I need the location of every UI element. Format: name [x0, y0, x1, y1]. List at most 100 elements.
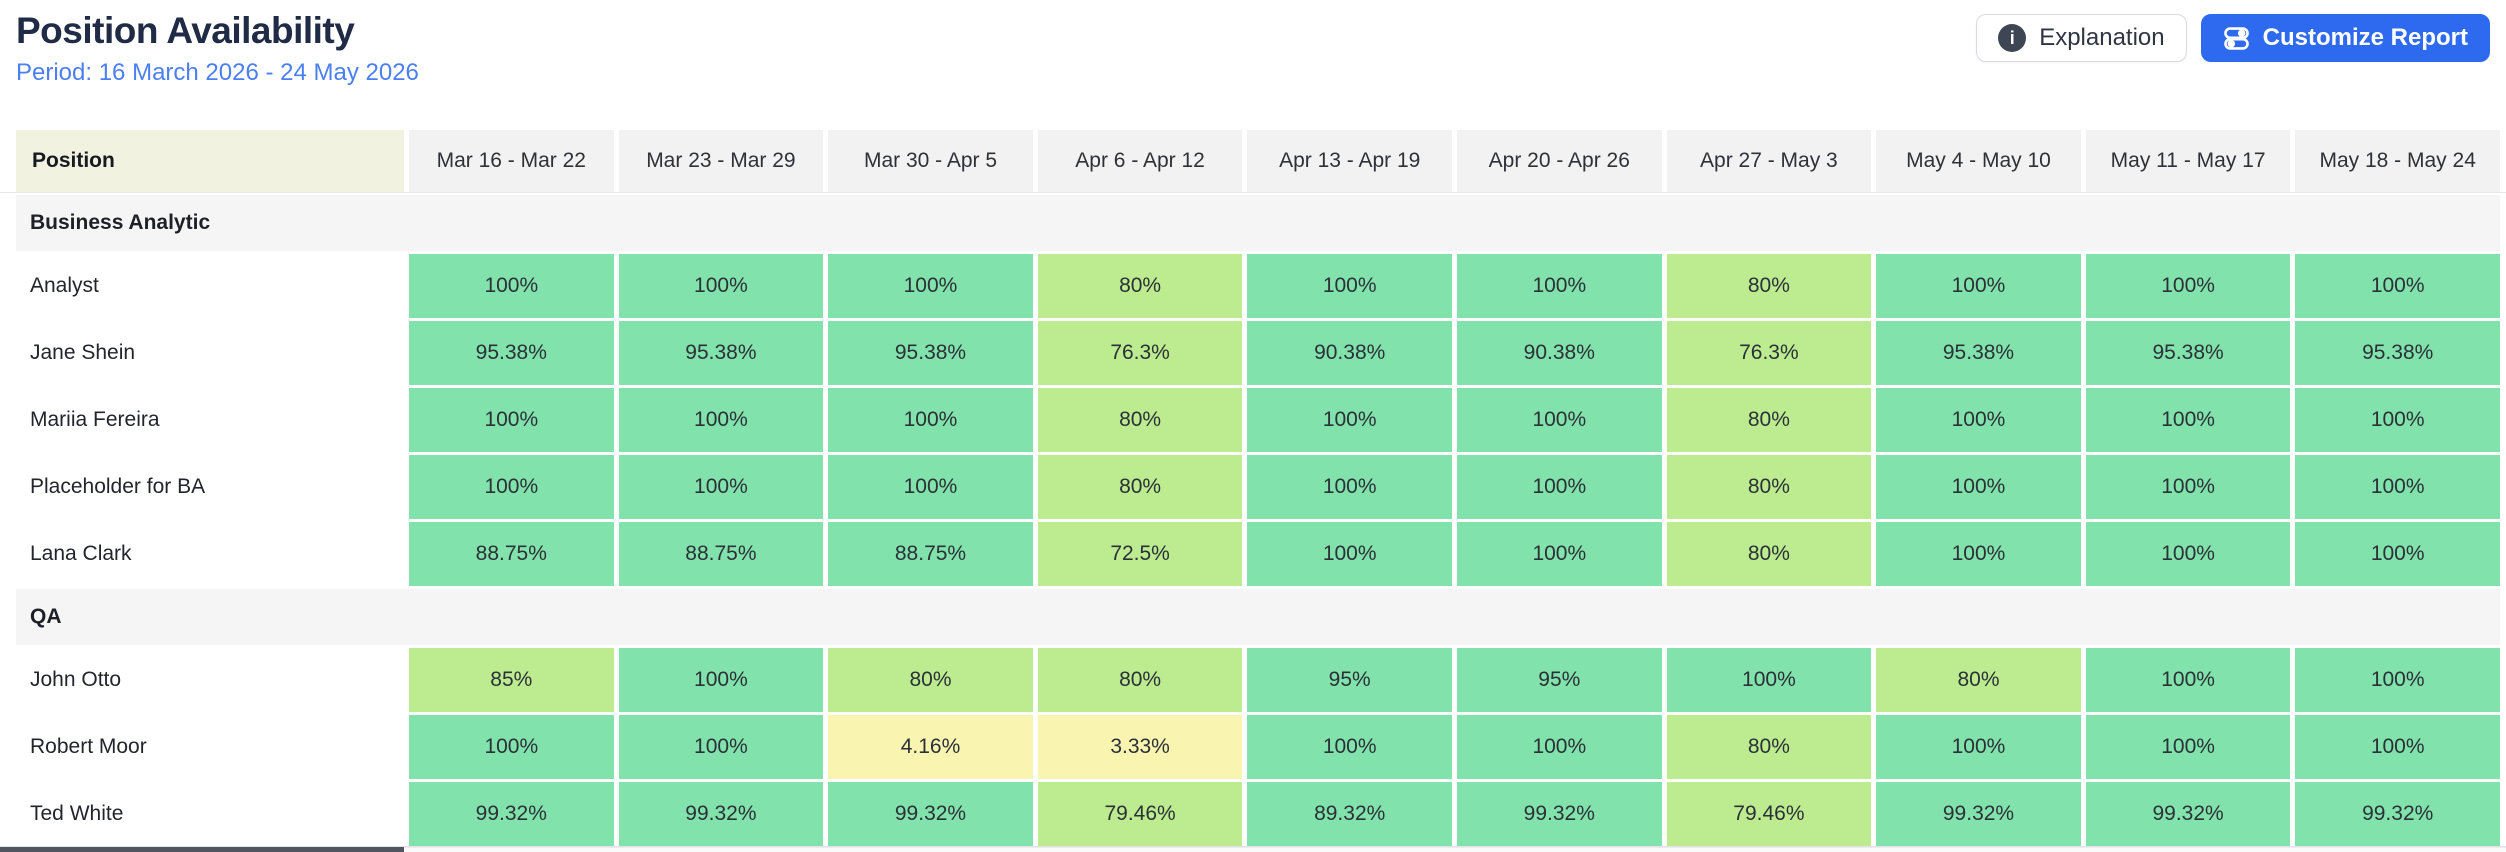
availability-cell: 89.32%	[1247, 782, 1452, 846]
availability-cell: 100%	[1247, 388, 1452, 452]
availability-cell: 80%	[1666, 388, 1872, 452]
table-row: Placeholder for BA 100% 100% 100% 80% 100% 100…	[16, 455, 2500, 519]
info-circle-icon: i	[1998, 24, 2027, 52]
availability-cell: 80%	[1876, 648, 2081, 712]
availability-cell: 100%	[828, 388, 1033, 452]
header-divider	[0, 192, 2506, 193]
availability-cell: 95.38%	[409, 321, 614, 385]
availability-cell: 100%	[2295, 254, 2500, 318]
availability-cell: 100%	[1247, 522, 1452, 586]
table-row: Mariia Fereira 100% 100% 100% 80% 100% 100% 80%…	[16, 388, 2500, 452]
availability-cell: 4.16%	[828, 715, 1033, 779]
row-name: Mariia Fereira	[16, 388, 404, 452]
group-label: Business Analytic	[30, 211, 211, 234]
availability-cell: 99.32%	[409, 782, 614, 846]
availability-cell: 90.38%	[1457, 321, 1662, 385]
availability-cell: 80%	[1037, 455, 1243, 519]
availability-cell: 100%	[618, 388, 824, 452]
availability-cell: 100%	[409, 388, 614, 452]
horizontal-scrollbar[interactable]	[0, 847, 2506, 852]
availability-cell: 80%	[1666, 254, 1872, 318]
availability-cell: 88.75%	[409, 522, 614, 586]
availability-cell: 99.32%	[1457, 782, 1662, 846]
availability-cell: 80%	[1037, 388, 1243, 452]
customize-report-button[interactable]: Customize Report	[2200, 14, 2490, 62]
row-name: John Otto	[16, 648, 404, 712]
availability-cell: 76.3%	[1037, 321, 1243, 385]
group-label: QA	[30, 605, 62, 628]
availability-cell: 99.32%	[2085, 782, 2291, 846]
week-header-cell: Apr 27 - May 3	[1666, 130, 1872, 192]
week-header-cell: May 18 - May 24	[2295, 130, 2500, 192]
explanation-button-label: Explanation	[2039, 24, 2165, 51]
availability-cell: 80%	[1666, 715, 1872, 779]
row-name: Robert Moor	[16, 715, 404, 779]
availability-cell: 80%	[1666, 522, 1872, 586]
week-header-cell: Apr 6 - Apr 12	[1037, 130, 1243, 192]
row-name: Ted White	[16, 782, 404, 846]
availability-cell: 100%	[2085, 254, 2291, 318]
week-header-cell: Apr 20 - Apr 26	[1457, 130, 1662, 192]
availability-cell: 95.38%	[828, 321, 1033, 385]
availability-cell: 100%	[828, 254, 1033, 318]
row-name: Analyst	[16, 254, 404, 318]
top-bar: Position Availability Period: 16 March 2…	[0, 0, 2506, 130]
availability-cell: 100%	[618, 254, 824, 318]
availability-cell: 100%	[1876, 455, 2081, 519]
scrollbar-thumb[interactable]	[0, 847, 404, 852]
availability-cell: 100%	[2085, 455, 2291, 519]
availability-cell: 100%	[1247, 254, 1452, 318]
availability-cell: 72.5%	[1037, 522, 1243, 586]
table-row: Jane Shein 95.38% 95.38% 95.38% 76.3% 90.38% 9…	[16, 321, 2500, 385]
availability-cell: 100%	[2295, 388, 2500, 452]
availability-cell: 99.32%	[1876, 782, 2081, 846]
availability-cell: 79.46%	[1037, 782, 1243, 846]
availability-cell: 100%	[2295, 522, 2500, 586]
availability-cell: 100%	[1457, 388, 1662, 452]
availability-cell: 100%	[2085, 648, 2291, 712]
availability-cell: 100%	[1876, 715, 2081, 779]
availability-cell: 79.46%	[1666, 782, 1872, 846]
availability-cell: 3.33%	[1037, 715, 1243, 779]
availability-cell: 100%	[2085, 715, 2291, 779]
availability-cell: 80%	[1037, 254, 1243, 318]
availability-cell: 100%	[409, 455, 614, 519]
availability-cell: 100%	[1457, 715, 1662, 779]
table-header-row: Position Mar 16 - Mar 22 Mar 23 - Mar 29 M…	[16, 130, 2500, 192]
availability-cell: 76.3%	[1666, 321, 1872, 385]
availability-cell: 99.32%	[2295, 782, 2500, 846]
availability-report-table: Position Mar 16 - Mar 22 Mar 23 - Mar 29 M…	[0, 130, 2506, 846]
table-row: Ted White 99.32% 99.32% 99.32% 79.46% 89.32% 9…	[16, 782, 2500, 846]
report-period: Period: 16 March 2026 - 24 May 2026	[16, 59, 419, 86]
availability-cell: 100%	[1247, 455, 1452, 519]
availability-cell: 99.32%	[618, 782, 824, 846]
week-header-cell: Apr 13 - Apr 19	[1247, 130, 1452, 192]
availability-cell: 100%	[618, 455, 824, 519]
toolbar-actions: i Explanation Customize Report	[1976, 14, 2490, 62]
availability-cell: 100%	[409, 254, 614, 318]
group-header-row: Business Analytic	[16, 195, 2500, 251]
availability-cell: 100%	[1876, 388, 2081, 452]
availability-cell: 95.38%	[2085, 321, 2291, 385]
availability-cell: 88.75%	[828, 522, 1033, 586]
availability-cell: 100%	[2085, 388, 2291, 452]
table-bottom-border	[0, 846, 2506, 847]
availability-cell: 100%	[2085, 522, 2291, 586]
availability-cell: 100%	[1457, 522, 1662, 586]
availability-cell: 99.32%	[828, 782, 1033, 846]
availability-cell: 95.38%	[618, 321, 824, 385]
availability-cell: 95%	[1457, 648, 1662, 712]
availability-cell: 100%	[618, 715, 824, 779]
table-row: Robert Moor 100% 100% 4.16% 3.33% 100% 100% 80%…	[16, 715, 2500, 779]
explanation-button[interactable]: i Explanation	[1976, 14, 2187, 62]
page-title: Position Availability	[16, 10, 355, 51]
title-block: Position Availability Period: 16 March 2…	[16, 10, 419, 87]
availability-cell: 85%	[409, 648, 614, 712]
table-row: John Otto 85% 100% 80% 80% 95% 95% 100% 80% 100% 1…	[16, 648, 2500, 712]
week-header-cell: May 4 - May 10	[1876, 130, 2081, 192]
availability-cell: 100%	[1457, 455, 1662, 519]
group-header-row: QA	[16, 589, 2500, 645]
availability-cell: 100%	[2295, 715, 2500, 779]
availability-cell: 88.75%	[618, 522, 824, 586]
table-body: Business Analytic Analyst 100% 100% 100% 80% 1…	[16, 195, 2500, 846]
